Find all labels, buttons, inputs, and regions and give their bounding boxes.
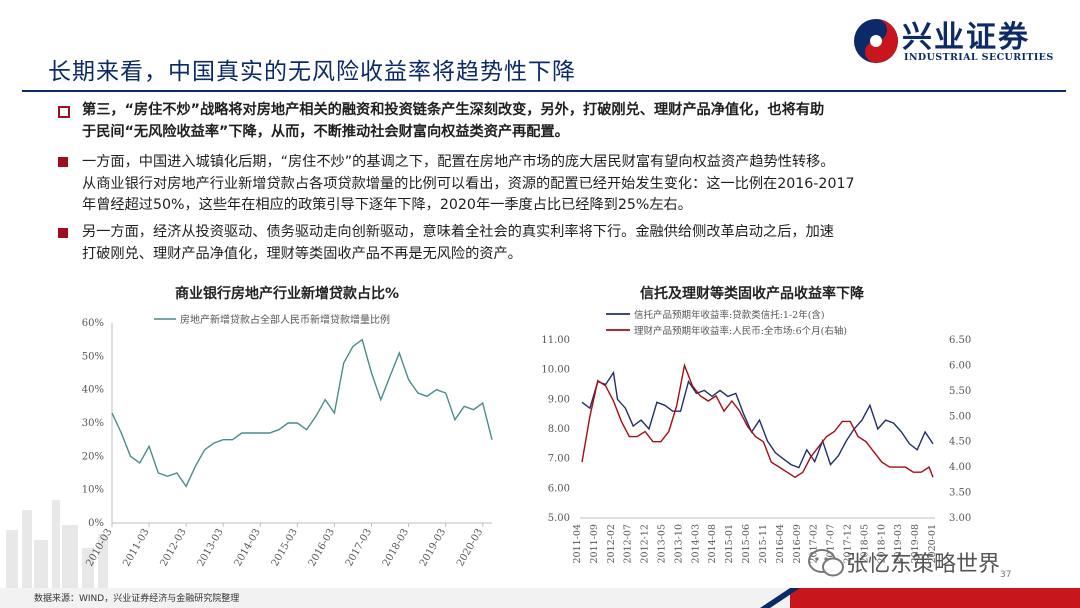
y-right-tick-label: 6.50: [949, 335, 971, 346]
y-right-tick-label: 4.50: [949, 437, 971, 448]
watermark-text: 张忆东策略世界: [846, 552, 1001, 577]
y-tick-label: 0%: [88, 518, 104, 529]
x-tick-label: 2017-03: [344, 527, 374, 568]
x-tick-label: 2013-03: [196, 527, 226, 568]
x-tick-label: 2011-04: [572, 524, 583, 563]
bullet-marker-solid: [58, 228, 68, 238]
data-source-note: 数据来源：WIND，兴业证券经济与金融研究院整理: [34, 594, 240, 604]
x-tick-label: 2013-05: [657, 524, 668, 563]
bullet-2-line-1: 一方面，中国进入城镇化后期，“房住不炒”的基调之下，配置在房地产市场的庞大居民财…: [82, 154, 835, 170]
x-tick-label: 2015-06: [741, 524, 752, 563]
y-left-tick-label: 7.00: [548, 454, 570, 465]
x-tick-label: 2020-01: [927, 524, 938, 563]
bullet-1-line-2: 于民间“无风险收益率”下降，从而，不断推动社会财富向权益类资产再配置。: [82, 123, 569, 140]
x-tick-label: 2016-09: [792, 524, 803, 563]
chart-2-line-chart: 5.00 6.00 7.00 8.00 9.00 10.00 11.00 3.00 3.50 4.…: [541, 309, 971, 563]
x-tick-label: 2017-02: [809, 524, 820, 563]
page-title: 长期来看，中国真实的无风险收益率将趋势性下降: [48, 59, 576, 85]
x-tick-label: 2016-04: [775, 524, 786, 563]
x-tick-label: 2014-03: [690, 524, 701, 563]
series-line-trust-yield: [581, 370, 934, 469]
chart-2-title: 信托及理财等类固收产品收益率下降: [640, 286, 864, 302]
x-tick-label: 2013-10: [673, 524, 684, 563]
bullet-2-line-3: 年曾经超过50%，这些年在相应的政策引导下逐年下降，2020年一季度占比已经降到…: [82, 197, 692, 213]
chart-1-line-chart: 0% 10% 20% 30% 40% 50% 60% 2010-03 2011-03 2012-0…: [82, 313, 493, 568]
x-tick-label: 2020-03: [455, 527, 485, 568]
x-tick-label: 2010-03: [84, 527, 114, 568]
bullet-marker-solid: [58, 157, 68, 167]
skyline-decoration: [6, 500, 108, 588]
y-left-tick-label: 11.00: [541, 335, 570, 346]
y-left-tick-label: 6.00: [548, 483, 570, 494]
x-tick-label: 2015-01: [724, 524, 735, 563]
x-tick-label: 2018-10: [876, 524, 887, 563]
y-tick-label: 10%: [82, 485, 104, 496]
wechat-icon: [808, 549, 844, 577]
y-right-tick-label: 4.00: [949, 462, 971, 473]
y-left-tick-label: 5.00: [548, 513, 570, 524]
y-right-tick-label: 5.00: [949, 411, 971, 422]
y-tick-label: 60%: [82, 318, 104, 329]
x-tick-label: 2018-05: [859, 524, 870, 563]
x-tick-label: 2018-03: [381, 527, 411, 568]
bullet-3-line-2: 打破刚兑、理财产品净值化，理财等类固收产品不再是无风险的资产。: [82, 245, 522, 262]
bullet-paragraph-1: 第三，“房住不炒”战略将对房地产相关的融资和投资链条产生深刻改变，另外，打破刚兑…: [82, 100, 1042, 143]
x-tick-label: 2012-07: [623, 524, 634, 563]
bullet-marker-hollow: [58, 106, 70, 118]
x-tick-label: 2012-02: [606, 524, 617, 563]
y-right-tick-label: 6.00: [949, 360, 971, 371]
x-tick-label: 2015-03: [270, 527, 300, 568]
x-tick-label: 2016-03: [307, 527, 337, 568]
legend-label: 房地产新增贷款占全部人民币新增贷款增量比例: [180, 313, 390, 326]
chart-1-title: 商业银行房地产行业新增贷款占比%: [175, 286, 400, 302]
page-number: 37: [1000, 570, 1012, 580]
bullet-1-line-1: 第三，“房住不炒”战略将对房地产相关的融资和投资链条产生深刻改变，另外，打破刚兑…: [82, 102, 825, 118]
bullet-paragraph-2: 一方面，中国进入城镇化后期，“房住不炒”的基调之下，配置在房地产市场的庞大居民财…: [82, 152, 1042, 217]
logo-english-text: INDUSTRIAL SECURITIES: [904, 52, 1054, 63]
x-tick-label: 2012-03: [158, 527, 188, 568]
y-tick-label: 20%: [82, 451, 104, 462]
company-logo: [854, 19, 898, 63]
series-line-real-estate-loan-share: [111, 338, 493, 488]
footer-bar: [0, 588, 1080, 608]
x-tick-label: 2019-03: [893, 524, 904, 563]
y-right-tick-label: 5.50: [949, 386, 971, 397]
y-tick-label: 30%: [82, 418, 104, 429]
y-right-tick-label: 3.50: [949, 488, 971, 499]
title-divider: [22, 90, 1066, 92]
x-tick-label: 2015-11: [758, 524, 769, 563]
x-tick-label: 2017-12: [842, 524, 853, 563]
bullet-2-line-2: 从商业银行对房地产行业新增贷款占各项贷款增量的比例可以看出，资源的配置已经开始发…: [82, 175, 855, 192]
logo-chinese-text: 兴业证券: [902, 20, 1030, 55]
x-tick-label: 2019-03: [418, 527, 448, 568]
x-tick-label: 2011-03: [121, 527, 151, 568]
bullet-paragraph-3: 另一方面，经济从投资驱动、债务驱动走向创新驱动，意味着全社会的真实利率将下行。金…: [82, 222, 1042, 265]
y-left-tick-label: 9.00: [548, 394, 570, 405]
x-tick-label: 2014-03: [233, 527, 263, 568]
x-tick-label: 2012-12: [640, 524, 651, 563]
bullet-3-line-1: 另一方面，经济从投资驱动、债务驱动走向创新驱动，意味着全社会的真实利率将下行。金…: [82, 224, 834, 240]
y-tick-label: 40%: [82, 385, 104, 396]
y-left-tick-label: 8.00: [548, 424, 570, 435]
series-line-wealth-mgmt-yield: [581, 362, 934, 479]
y-left-tick-label: 10.00: [541, 365, 570, 376]
x-tick-label: 2011-09: [589, 524, 600, 563]
x-tick-label: 2014-08: [707, 524, 718, 563]
y-right-tick-label: 3.00: [949, 513, 971, 524]
y-tick-label: 50%: [82, 351, 104, 362]
x-tick-label: 2019-08: [910, 524, 921, 563]
legend-label: 信托产品预期年收益率:贷款类信托:1-2年(含): [634, 309, 825, 321]
legend-label: 理财产品预期年收益率:人民币:全市场:6个月(右轴): [634, 325, 847, 337]
x-tick-label: 2017-07: [826, 524, 837, 563]
